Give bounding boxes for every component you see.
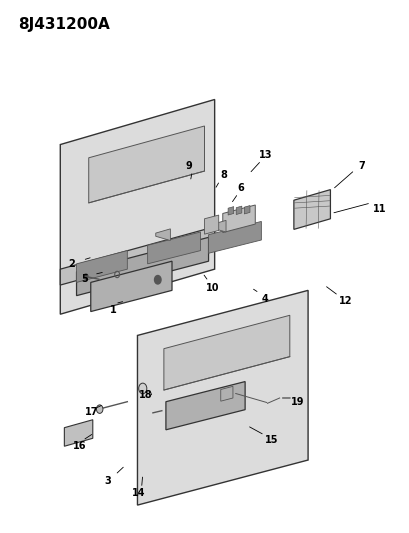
- Polygon shape: [211, 220, 226, 232]
- Polygon shape: [209, 221, 261, 253]
- Text: 9: 9: [186, 161, 193, 171]
- Text: 8J431200A: 8J431200A: [18, 17, 109, 33]
- Polygon shape: [148, 232, 200, 264]
- Polygon shape: [60, 100, 215, 314]
- Text: 14: 14: [132, 488, 146, 498]
- Circle shape: [139, 383, 147, 394]
- Text: 2: 2: [68, 259, 74, 269]
- Text: 8: 8: [220, 171, 227, 180]
- Polygon shape: [76, 237, 209, 296]
- Text: 11: 11: [373, 204, 387, 214]
- Polygon shape: [164, 316, 290, 390]
- Polygon shape: [236, 206, 242, 215]
- Text: 15: 15: [265, 435, 278, 446]
- Polygon shape: [91, 261, 172, 312]
- Text: 4: 4: [261, 294, 268, 304]
- Polygon shape: [204, 215, 219, 234]
- Text: 18: 18: [139, 390, 153, 400]
- Text: 16: 16: [73, 441, 86, 451]
- Text: 10: 10: [206, 282, 219, 293]
- Text: 1: 1: [110, 305, 117, 315]
- Text: 13: 13: [258, 150, 272, 160]
- Text: 12: 12: [339, 296, 353, 306]
- Polygon shape: [228, 207, 234, 215]
- Circle shape: [97, 405, 103, 414]
- Circle shape: [84, 274, 88, 279]
- Text: 7: 7: [359, 161, 366, 171]
- Text: 17: 17: [85, 407, 98, 417]
- Polygon shape: [89, 126, 204, 203]
- Polygon shape: [294, 190, 330, 229]
- Polygon shape: [244, 206, 250, 214]
- Text: 19: 19: [291, 397, 305, 407]
- Polygon shape: [64, 419, 93, 446]
- Text: 5: 5: [81, 274, 88, 284]
- Text: 3: 3: [104, 477, 111, 486]
- Polygon shape: [76, 251, 127, 282]
- Circle shape: [155, 276, 161, 284]
- Polygon shape: [221, 386, 233, 401]
- Polygon shape: [156, 229, 171, 240]
- Polygon shape: [137, 290, 308, 505]
- Text: 6: 6: [238, 183, 245, 193]
- Polygon shape: [60, 227, 215, 285]
- Polygon shape: [166, 382, 245, 430]
- Polygon shape: [223, 205, 255, 232]
